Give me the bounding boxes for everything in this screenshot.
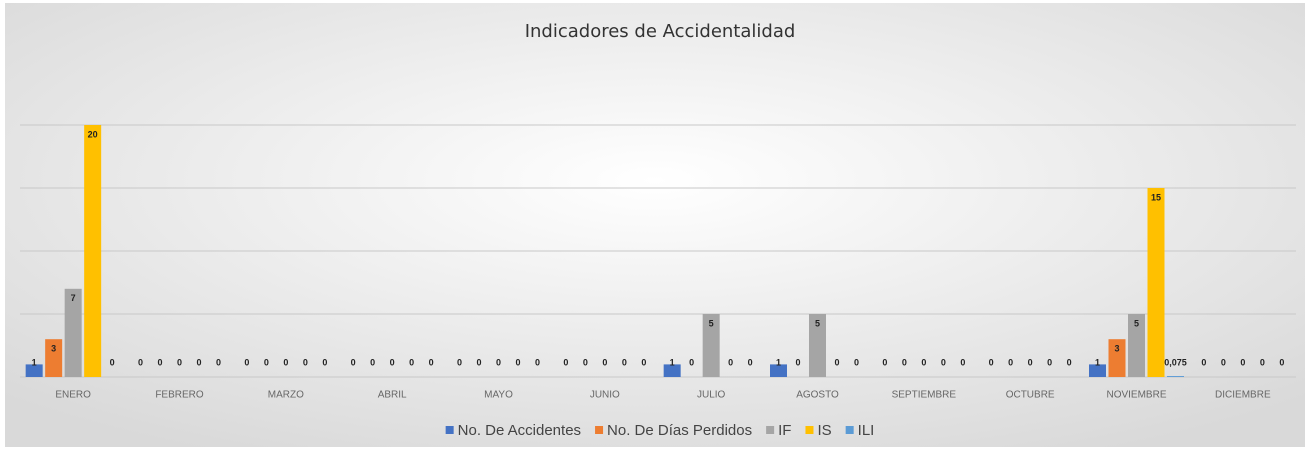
data-label: 0 <box>921 357 926 367</box>
data-label: 0 <box>429 357 434 367</box>
bar <box>1128 314 1145 377</box>
data-label: 0 <box>748 357 753 367</box>
data-label: 0 <box>370 357 375 367</box>
data-label: 0 <box>283 357 288 367</box>
data-label: 0 <box>303 357 308 367</box>
legend-swatch <box>805 426 814 434</box>
data-label: 0 <box>563 357 568 367</box>
x-tick-label: MAYO <box>484 390 513 401</box>
data-label: 0 <box>960 357 965 367</box>
data-label: 0 <box>602 357 607 367</box>
x-tick-label: SEPTIEMBRE <box>892 390 957 401</box>
data-label: 0 <box>583 357 588 367</box>
data-label: 0 <box>216 357 221 367</box>
bar <box>1089 364 1106 377</box>
data-label: 0 <box>989 357 994 367</box>
x-tick-label: FEBRERO <box>155 390 204 401</box>
legend-swatch <box>845 426 854 434</box>
legend-label: ILI <box>858 422 875 439</box>
data-label: 0 <box>641 357 646 367</box>
x-tick-label: DICIEMBRE <box>1215 390 1271 401</box>
x-tick-label: NOVIEMBRE <box>1106 390 1166 401</box>
data-label: 0 <box>409 357 414 367</box>
data-label: 0 <box>1008 357 1013 367</box>
x-tick-label: JUNIO <box>590 390 620 401</box>
chart-background <box>5 3 1305 447</box>
bar <box>84 125 102 377</box>
data-label: 7 <box>71 293 76 303</box>
data-label: 0 <box>515 357 520 367</box>
data-label: 0 <box>728 357 733 367</box>
x-tick-label: JULIO <box>697 390 726 401</box>
data-label: 1 <box>32 357 37 367</box>
x-tick-label: ENERO <box>55 390 91 401</box>
data-label: 0 <box>882 357 887 367</box>
data-label: 3 <box>51 344 56 354</box>
x-tick-label: MARZO <box>268 390 304 401</box>
data-label: 0 <box>244 357 249 367</box>
data-label: 1 <box>670 357 675 367</box>
bar <box>663 364 681 377</box>
data-label: 0 <box>196 357 201 367</box>
data-label: 3 <box>1114 344 1119 354</box>
data-label: 15 <box>1151 192 1161 202</box>
data-label: 0 <box>834 357 839 367</box>
data-label: 1 <box>776 357 781 367</box>
bar <box>1167 376 1184 377</box>
bar <box>702 314 720 377</box>
data-label: 0 <box>1260 357 1265 367</box>
data-label: 0 <box>110 357 115 367</box>
x-tick-label: AGOSTO <box>796 390 839 401</box>
x-tick-label: OCTUBRE <box>1006 390 1055 401</box>
data-label: 5 <box>1134 318 1139 328</box>
data-label: 0 <box>351 357 356 367</box>
data-label: 0 <box>854 357 859 367</box>
data-label: 0 <box>264 357 269 367</box>
bar <box>770 364 787 377</box>
data-label: 0 <box>177 357 182 367</box>
data-label: 0 <box>795 357 800 367</box>
legend-swatch <box>445 426 454 434</box>
data-label: 0 <box>1279 357 1284 367</box>
data-label: 1 <box>1095 357 1100 367</box>
bar <box>45 339 63 377</box>
bar <box>64 288 82 377</box>
x-tick-label: ABRIL <box>378 390 407 401</box>
chart-title: Indicadores de Accidentalidad <box>525 21 796 42</box>
legend-label: IS <box>817 422 831 439</box>
data-label: 0 <box>1067 357 1072 367</box>
data-label: 5 <box>709 318 714 328</box>
data-label: 0 <box>390 357 395 367</box>
data-label: 0 <box>1221 357 1226 367</box>
data-label: 0 <box>322 357 327 367</box>
data-label: 0 <box>157 357 162 367</box>
data-label: 0 <box>1047 357 1052 367</box>
legend-label: No. De Días Perdidos <box>607 422 752 439</box>
data-label: 5 <box>815 318 820 328</box>
data-label: 0 <box>1028 357 1033 367</box>
data-label: 0 <box>689 357 694 367</box>
legend-label: IF <box>778 422 791 439</box>
data-label: 0 <box>622 357 627 367</box>
data-label: 0 <box>1240 357 1245 367</box>
bar <box>809 314 826 377</box>
data-label: 0 <box>496 357 501 367</box>
data-label: 0 <box>902 357 907 367</box>
data-label: 20 <box>88 129 98 139</box>
data-label: 0 <box>1201 357 1206 367</box>
bar <box>25 364 43 377</box>
data-label: 0,075 <box>1164 357 1187 367</box>
data-label: 0 <box>457 357 462 367</box>
data-label: 0 <box>535 357 540 367</box>
data-label: 0 <box>476 357 481 367</box>
data-label: 0 <box>138 357 143 367</box>
legend-swatch <box>766 426 775 434</box>
legend-swatch <box>595 426 604 434</box>
data-label: 0 <box>941 357 946 367</box>
bar <box>1147 188 1165 377</box>
legend-label: No. De Accidentes <box>458 422 581 439</box>
bar <box>1108 339 1126 377</box>
